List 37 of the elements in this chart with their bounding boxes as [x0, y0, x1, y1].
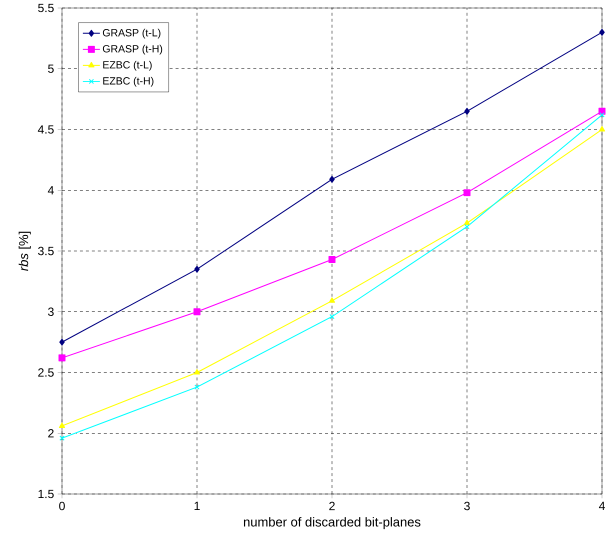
- x-tick-label: 1: [194, 502, 200, 510]
- point: [58, 354, 66, 362]
- point: [59, 338, 65, 346]
- y-tick-label: 5.5: [38, 4, 54, 12]
- legend-label: GRASP (t-H): [102, 44, 162, 55]
- point: [328, 256, 336, 263]
- y-tick-label: 4: [48, 186, 54, 194]
- point: [329, 314, 335, 320]
- x-tick-label: 2: [329, 502, 335, 510]
- point: [194, 369, 200, 374]
- x-tick-label: 3: [464, 502, 470, 510]
- y-tick-label: 2.5: [38, 368, 54, 377]
- point: [58, 422, 66, 428]
- point: [329, 176, 335, 183]
- point: [464, 189, 470, 196]
- point: [194, 266, 200, 273]
- y-tick-label: 2: [48, 429, 54, 438]
- y-tick-label: 4.5: [38, 125, 54, 134]
- y-tick-label: 5: [48, 64, 54, 73]
- y-axis-title: rbs [%]: [18, 232, 31, 271]
- point: [464, 220, 470, 226]
- y-tick-label: 1.5: [38, 490, 54, 498]
- point: [194, 384, 200, 390]
- point: [328, 297, 336, 303]
- y-tick-label: 3.5: [38, 246, 54, 256]
- point: [464, 108, 470, 115]
- x-axis-title: number of discarded bit-planes: [244, 517, 420, 530]
- x-tick-label: 0: [59, 502, 65, 510]
- point: [599, 28, 605, 36]
- legend-label: EZBC (t-L): [103, 60, 152, 71]
- point: [194, 308, 200, 316]
- legend-label: GRASP (t-L): [102, 28, 160, 39]
- y-tick-label: 3: [48, 308, 54, 316]
- legend-label: EZBC (t-H): [103, 76, 154, 87]
- x-tick-label: 4: [598, 502, 605, 510]
- point: [464, 224, 470, 230]
- point: [598, 126, 606, 132]
